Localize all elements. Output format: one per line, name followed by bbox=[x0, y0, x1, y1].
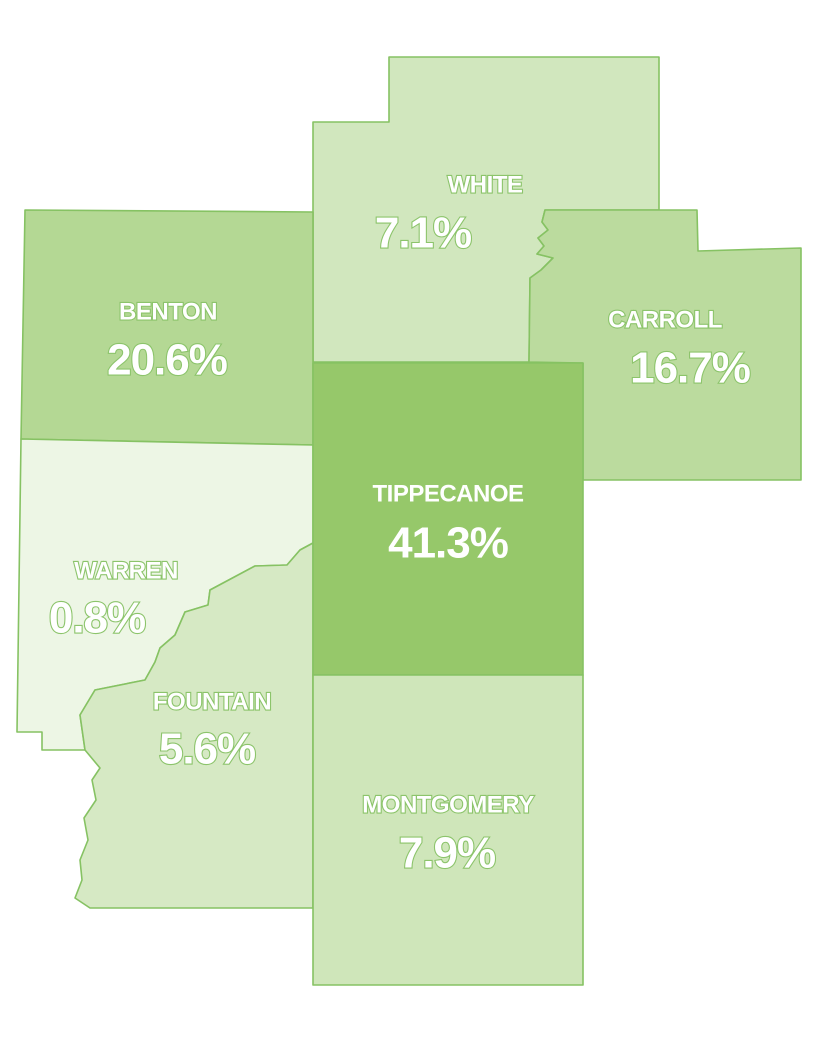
county-value: 16.7% bbox=[630, 344, 750, 393]
county-value: 7.9% bbox=[399, 829, 495, 878]
county-name: WHITE bbox=[448, 171, 523, 198]
county-value: 5.6% bbox=[159, 725, 255, 774]
county-carroll bbox=[528, 209, 802, 481]
county-value: 7.1% bbox=[375, 209, 471, 258]
county-name: WARREN bbox=[74, 557, 178, 584]
county-value: 41.3% bbox=[388, 519, 508, 568]
county-name: MONTGOMERY bbox=[362, 791, 534, 818]
county-value: 20.6% bbox=[107, 336, 227, 385]
county-fountain bbox=[74, 542, 314, 909]
county-montgomery bbox=[312, 674, 584, 986]
county-name: BENTON bbox=[119, 298, 217, 325]
county-name: TIPPECANOE bbox=[372, 480, 524, 507]
county-name: CARROLL bbox=[608, 306, 722, 333]
county-name: FOUNTAIN bbox=[153, 688, 271, 715]
county-value: 0.8% bbox=[49, 594, 145, 643]
county-benton bbox=[20, 209, 314, 446]
